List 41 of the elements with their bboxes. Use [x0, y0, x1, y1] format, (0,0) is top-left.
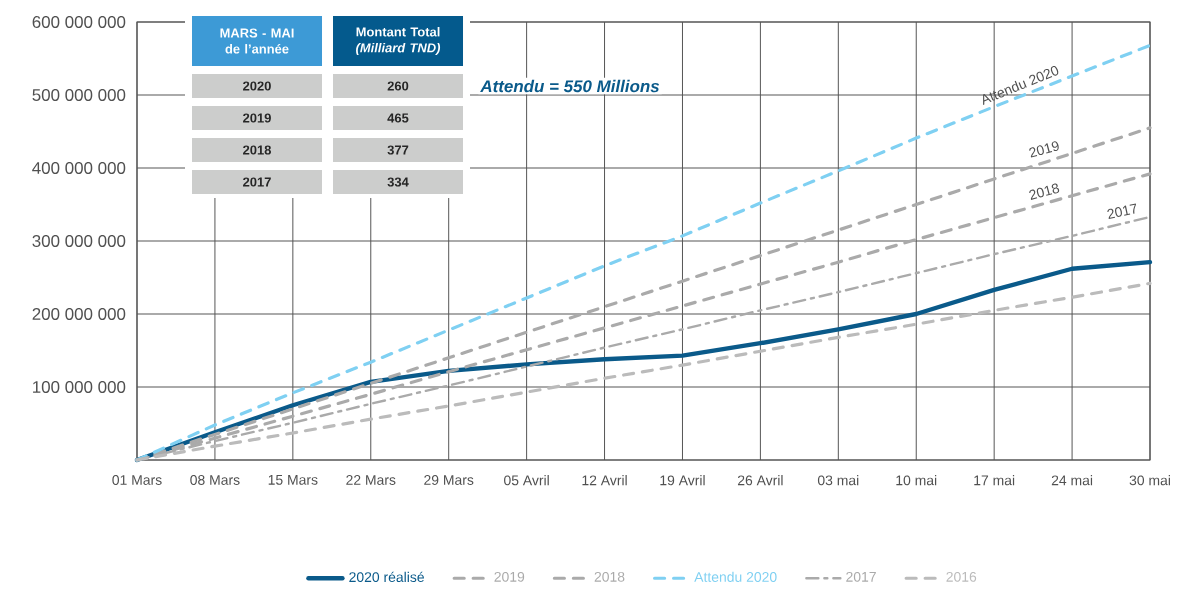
annotation: 260 — [387, 81, 409, 91]
annotation: 334 — [387, 177, 409, 187]
legend-label: 2018 — [594, 571, 625, 582]
y-tick-label: 500 000 000 — [32, 89, 126, 101]
x-tick-label: 03 mai — [817, 475, 859, 486]
line-series — [135, 43, 1152, 462]
legend-label: Attendu 2020 — [694, 571, 777, 582]
annotation: 2020 — [243, 81, 271, 91]
x-tick-label: 19 Avril — [660, 475, 705, 486]
annotation: MARS - MAI de l’année — [220, 28, 294, 54]
x-tick-label: 15 Mars — [268, 475, 318, 485]
annotation: 2019 — [1029, 141, 1059, 158]
y-tick-label: 400 000 000 — [32, 162, 126, 174]
x-tick-label: 29 Mars — [424, 475, 474, 485]
y-tick-label: 600 000 000 — [32, 16, 126, 28]
x-tick-label: 30 mai — [1129, 475, 1170, 486]
x-tick-label: 24 mai — [1051, 475, 1093, 486]
x-tick-label: 10 mai — [896, 475, 937, 486]
annotation: Attendu = 550 Millions — [480, 79, 660, 93]
legend-label: 2016 — [946, 571, 977, 582]
x-tick-label: 05 Avril — [504, 475, 549, 486]
annotation: 2017 — [1107, 203, 1137, 219]
annotation: 2017 — [243, 177, 271, 187]
x-tick-label: 22 Mars — [346, 475, 396, 485]
annotation: 2018 — [1029, 183, 1060, 200]
y-tick-label: 100 000 000 — [33, 381, 126, 393]
legend-label: 2017 — [846, 571, 876, 582]
annotation: 2018 — [243, 145, 272, 155]
x-tick-label: 17 mai — [974, 475, 1015, 486]
y-tick-label: 200 000 000 — [32, 308, 126, 320]
annotation: 465 — [387, 113, 409, 123]
annotation: 2019 — [243, 113, 271, 123]
legend-label: 2019 — [494, 571, 525, 582]
y-tick-label: 300 000 000 — [32, 235, 126, 247]
x-tick-label: 01 Mars — [112, 475, 162, 485]
annotation: 377 — [387, 145, 409, 155]
legend-label: 2020 réalisé — [349, 571, 424, 583]
annotation: Montant Total (Milliard TND) — [356, 27, 441, 55]
x-tick-label: 12 Avril — [582, 475, 627, 486]
x-tick-label: 26 Avril — [737, 475, 783, 486]
x-tick-label: 08 Mars — [190, 475, 240, 485]
